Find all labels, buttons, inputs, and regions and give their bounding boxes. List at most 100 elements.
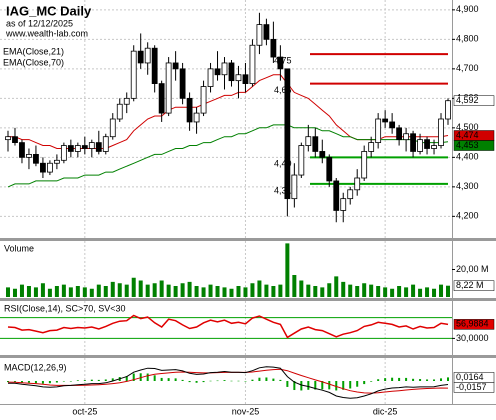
histogram-bar — [90, 379, 93, 381]
volume-bar — [362, 283, 367, 297]
histogram-bar — [412, 378, 415, 381]
candle-body — [291, 174, 298, 200]
x-axis-panel — [0, 405, 496, 420]
axis-panel — [453, 0, 496, 238]
level-label: 4,65 — [274, 85, 292, 95]
candle-body — [242, 74, 249, 84]
panel-title: RSI(Close,14), SC>70, SV<30 — [4, 303, 126, 313]
candle-body — [193, 112, 200, 123]
value-label-box — [453, 280, 495, 291]
y-tick-label: 20,00 M — [456, 264, 489, 274]
volume-bar — [271, 286, 276, 297]
candle-body — [333, 180, 340, 211]
x-tick-label: dic-25 — [373, 406, 398, 416]
histogram-bar — [167, 378, 170, 381]
histogram-bar — [279, 379, 282, 381]
candle-body — [368, 142, 375, 152]
histogram-bar — [188, 381, 191, 383]
signal-line — [7, 368, 449, 394]
volume-bar — [103, 286, 108, 297]
candle-body — [340, 198, 347, 211]
level-label: 4,40 — [274, 159, 292, 169]
volume-bar — [173, 286, 178, 297]
candle-body — [74, 145, 81, 152]
volume-bar — [6, 287, 10, 297]
candle-body — [12, 136, 18, 143]
histogram-bar — [62, 381, 65, 382]
histogram-bar — [377, 379, 380, 381]
volume-bar — [159, 280, 164, 297]
legend-entry: EMA(Close,21) — [3, 46, 64, 56]
histogram-bar — [237, 380, 240, 382]
volume-bar — [145, 284, 150, 297]
candle-body — [19, 142, 25, 158]
volume-bar — [292, 275, 297, 297]
histogram-bar — [27, 381, 30, 383]
candle-body — [102, 136, 109, 152]
histogram-bar — [419, 379, 422, 381]
histogram-bar — [125, 376, 128, 381]
volume-bar — [243, 287, 248, 297]
histogram-bar — [209, 380, 212, 382]
candle-body — [172, 62, 179, 70]
y-tick-label: 4,300 — [456, 181, 479, 191]
histogram-bar — [244, 381, 247, 382]
chart-title: IAG_MC Daily — [6, 3, 92, 18]
candle-body — [270, 38, 277, 58]
histogram-bar — [321, 381, 324, 390]
volume-bar — [54, 286, 59, 297]
volume-bar — [33, 287, 38, 297]
candle-body — [319, 151, 326, 158]
histogram-bar — [328, 381, 331, 390]
volume-bar — [383, 287, 388, 297]
candle-body — [158, 83, 165, 114]
candle-body — [95, 142, 102, 152]
histogram-bar — [405, 377, 408, 381]
volume-bar — [446, 285, 450, 297]
histogram-bar — [370, 381, 373, 382]
volume-bar — [187, 281, 192, 297]
candle-body — [88, 142, 95, 149]
histogram-bar — [13, 381, 16, 382]
volume-bar — [215, 286, 220, 297]
candle-body — [347, 189, 354, 200]
volume-bar — [194, 286, 199, 297]
histogram-bar — [216, 380, 219, 382]
candle-body — [235, 74, 242, 82]
candle-body — [109, 118, 116, 138]
candle-body — [151, 47, 158, 85]
volume-bar — [278, 284, 283, 297]
volume-bar — [166, 284, 171, 297]
value-label: 8,22 M — [456, 280, 484, 290]
candle-body — [256, 24, 263, 46]
volume-bar — [369, 284, 374, 297]
volume-bar — [355, 286, 360, 297]
volume-bar — [19, 284, 24, 297]
value-label: 4,474 — [456, 130, 479, 140]
volume-bar — [131, 277, 136, 297]
y-tick-label: 4,500 — [456, 122, 479, 132]
value-label: 4,453 — [456, 140, 479, 150]
candle-body — [375, 118, 382, 144]
rsi-line — [7, 314, 449, 339]
y-tick-label: 4,900 — [456, 4, 479, 14]
histogram-bar — [7, 381, 9, 383]
volume-bar — [306, 284, 311, 297]
candle-body — [5, 136, 11, 141]
histogram-bar — [251, 379, 254, 381]
candle-body — [130, 50, 137, 99]
histogram-bar — [132, 373, 135, 381]
candle-body — [47, 162, 53, 173]
candle-body — [165, 62, 172, 114]
volume-bar — [327, 283, 332, 297]
candle-body — [396, 127, 403, 141]
candle-body — [179, 68, 186, 99]
histogram-bar — [433, 379, 436, 381]
candle-body — [123, 97, 130, 105]
candle-body — [361, 151, 368, 179]
volume-bar — [117, 283, 122, 297]
volume-bar — [376, 286, 381, 297]
histogram-bar — [363, 381, 366, 385]
histogram-bar — [69, 381, 72, 382]
